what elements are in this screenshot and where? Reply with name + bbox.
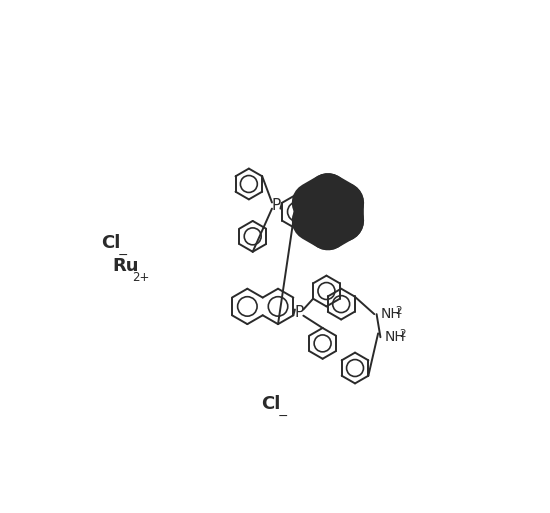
Text: 2: 2	[399, 329, 405, 339]
Text: NH: NH	[381, 307, 401, 321]
Text: NH: NH	[384, 330, 405, 344]
Text: 2: 2	[395, 306, 402, 316]
Text: P: P	[271, 198, 280, 213]
Text: −: −	[118, 249, 128, 262]
Text: 2+: 2+	[132, 271, 149, 284]
Text: −: −	[278, 409, 289, 423]
Text: Cl: Cl	[101, 234, 120, 252]
Text: P: P	[295, 305, 304, 320]
Text: Ru: Ru	[112, 256, 139, 274]
Text: Cl: Cl	[261, 395, 280, 413]
